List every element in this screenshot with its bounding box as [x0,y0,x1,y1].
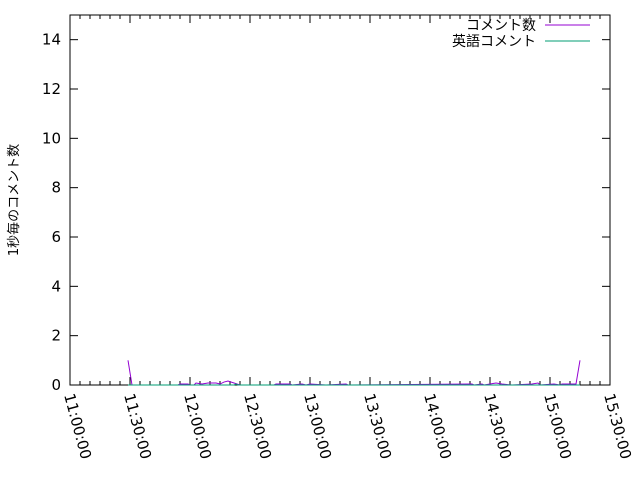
y-tick-label: 6 [51,228,61,246]
y-tick-label: 14 [42,31,61,49]
legend-label: コメント数 [466,18,536,34]
y-tick-label: 2 [51,327,61,345]
y-tick-label: 0 [51,376,61,394]
y-tick-label: 4 [51,277,61,295]
x-tick-label: 15:00:00 [540,391,575,461]
x-tick-label: 14:00:00 [420,391,455,461]
legend-label: 英語コメント [452,33,536,50]
x-tick-label: 13:00:00 [300,391,335,461]
x-tick-label: 14:30:00 [480,391,515,461]
y-tick-label: 10 [42,129,61,147]
series-line-0 [127,360,581,386]
x-tick-label: 13:30:00 [360,391,395,461]
y-axis-label: 1秒毎のコメント数 [6,144,22,256]
y-tick-label: 8 [51,179,61,197]
x-tick-label: 11:00:00 [60,391,95,461]
y-tick-label: 12 [42,80,61,98]
x-tick-label: 12:00:00 [180,391,215,461]
x-tick-label: 15:30:00 [600,391,635,461]
x-tick-label: 12:30:00 [240,391,275,461]
series-line-1 [128,383,580,386]
x-tick-label: 11:30:00 [120,391,155,461]
plot-frame [69,14,611,386]
